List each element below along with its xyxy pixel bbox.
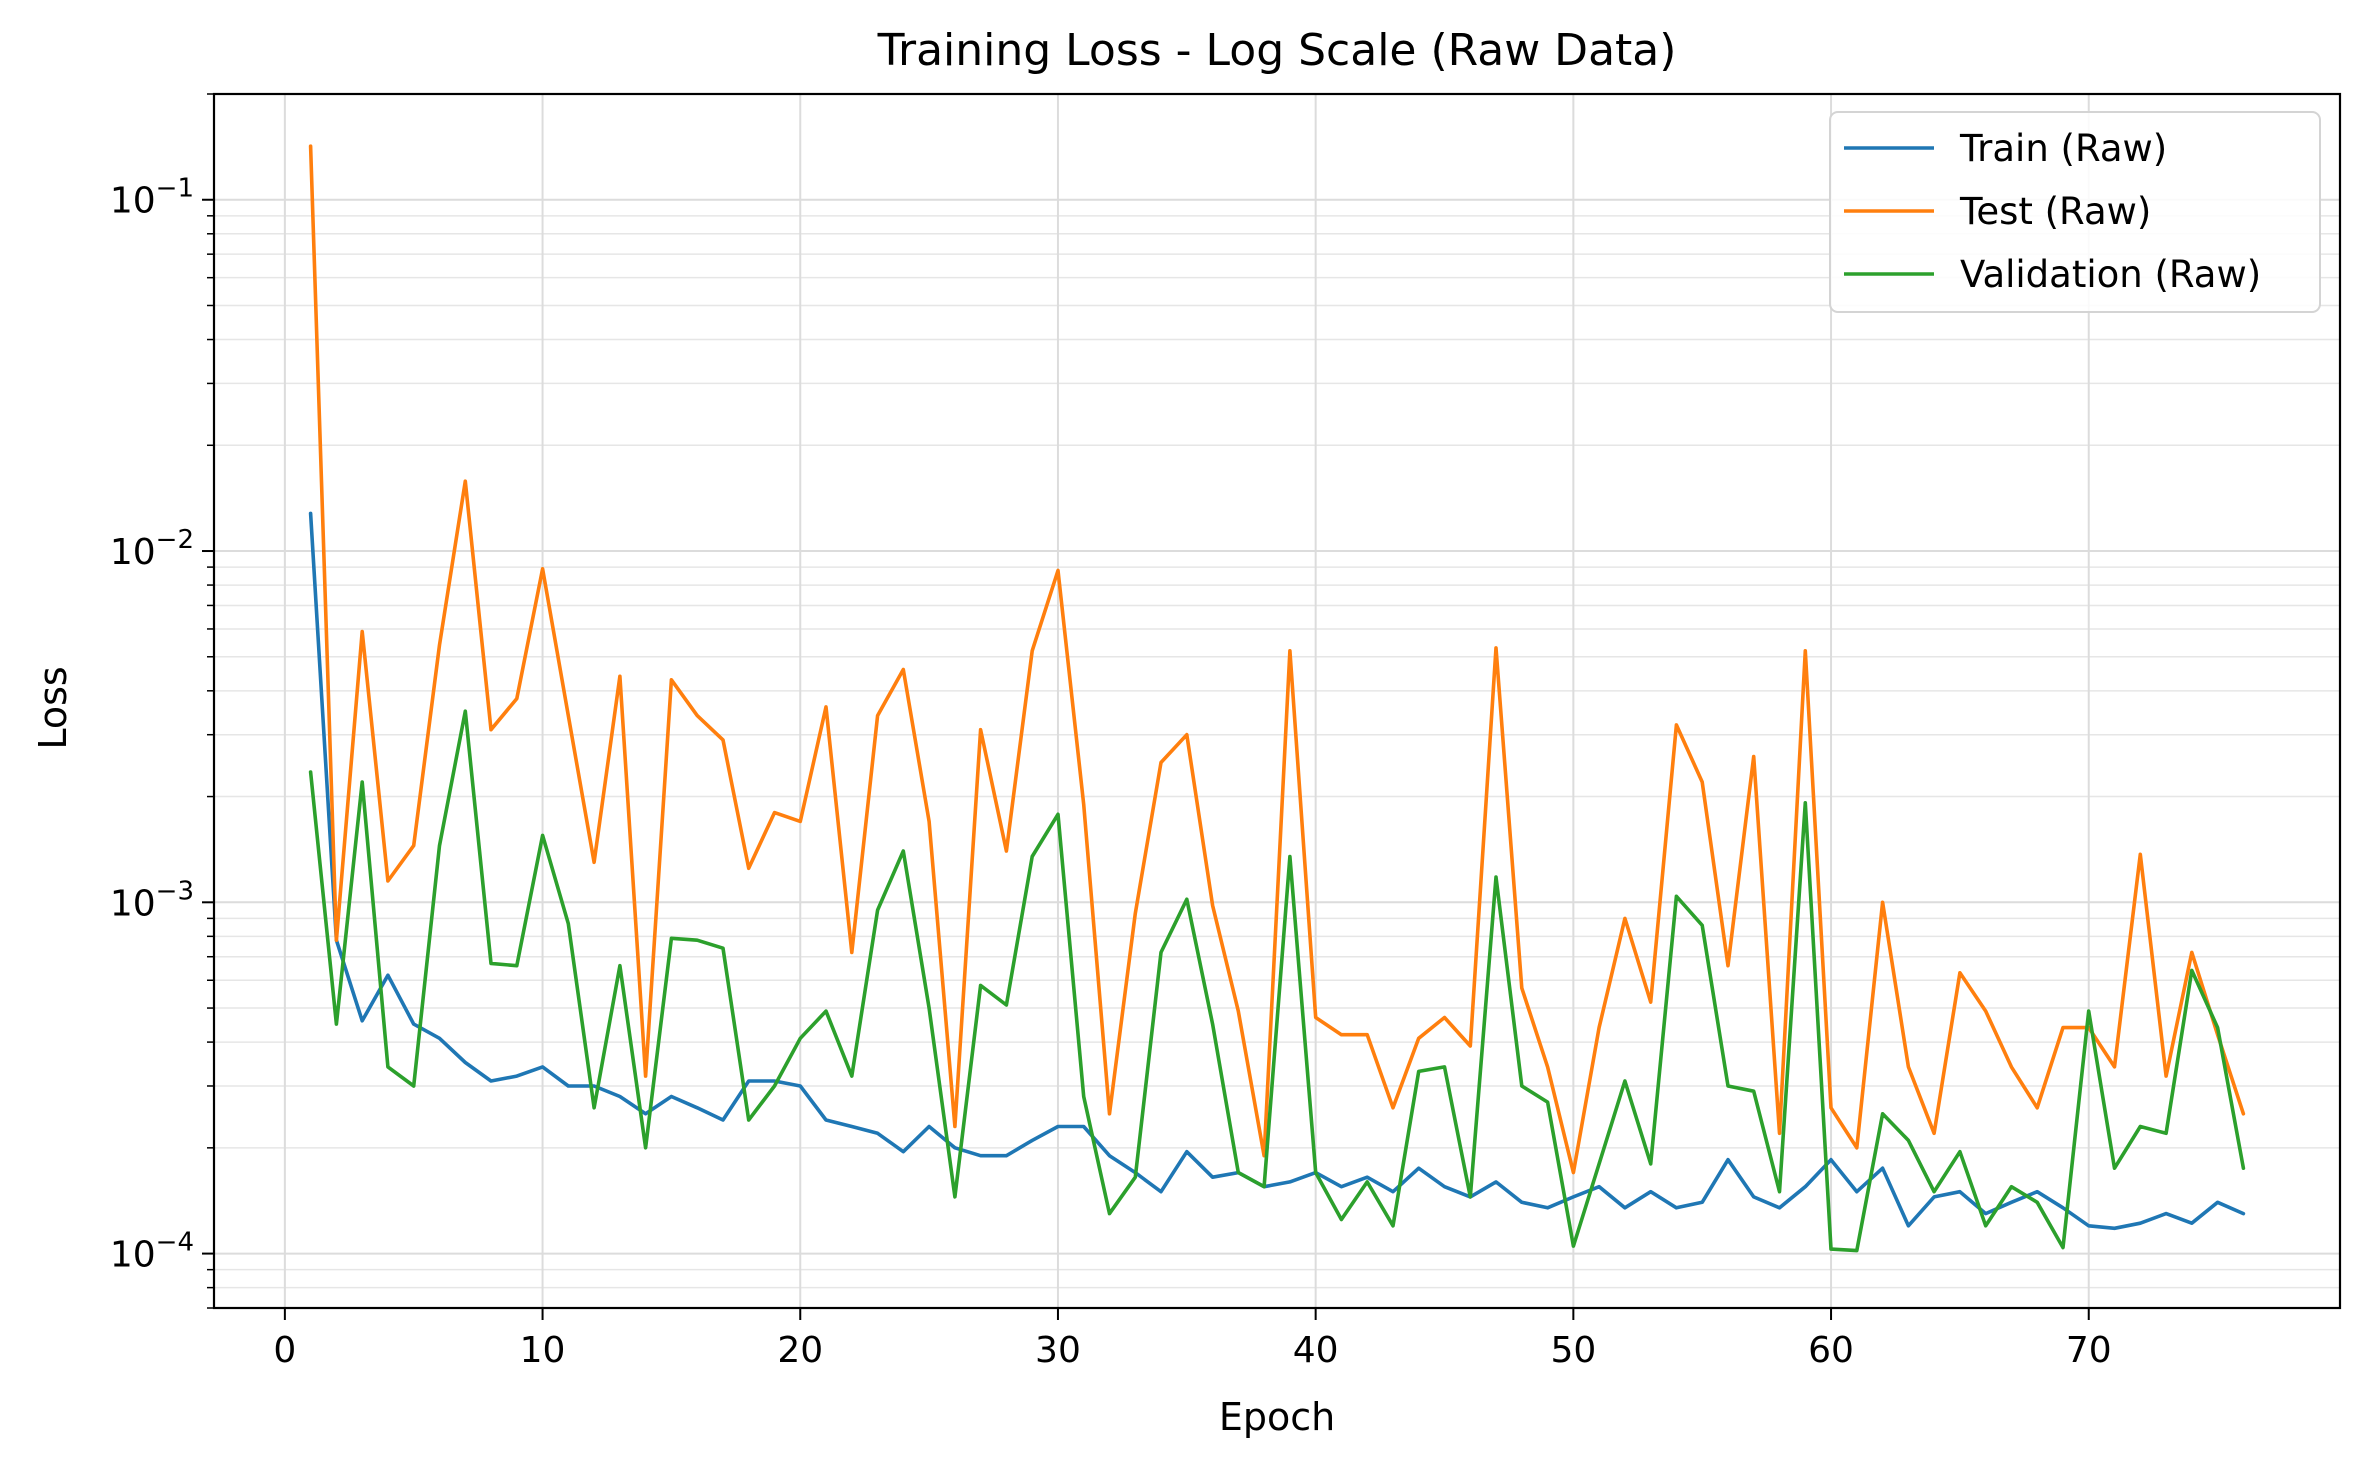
plot-frame <box>212 92 2342 1310</box>
y-tick-label: 10−3 <box>110 876 194 924</box>
series-line-test-raw <box>308 144 2246 1175</box>
series-line-train-raw <box>308 511 2246 1231</box>
y-tick-label: 10−1 <box>110 174 194 222</box>
legend: Train (Raw) Test (Raw) Validation (Raw) <box>1829 111 2321 313</box>
x-tick-label: 20 <box>777 1330 823 1371</box>
y-axis-label: Loss <box>31 666 75 749</box>
x-tick-label: 0 <box>273 1330 296 1371</box>
legend-label: Validation (Raw) <box>1960 253 2261 296</box>
y-tick-label: 10−4 <box>110 1228 194 1276</box>
legend-label: Test (Raw) <box>1959 190 2151 233</box>
x-axis-label: Epoch <box>1219 1395 1335 1439</box>
legend-box <box>1829 111 2321 313</box>
x-tick-label: 70 <box>2066 1330 2112 1371</box>
y-tick-label: 10−2 <box>110 525 194 573</box>
axes: 10−4 10−3 10−2 10−1 0 10 20 30 40 50 60 70 <box>110 92 2342 1371</box>
legend-label: Train (Raw) <box>1959 127 2167 170</box>
x-tick-label: 40 <box>1293 1330 1339 1371</box>
x-tick-label: 50 <box>1550 1330 1596 1371</box>
chart-title: Training Loss - Log Scale (Raw Data) <box>877 25 1677 76</box>
x-tick-label: 10 <box>520 1330 566 1371</box>
x-tick-label: 60 <box>1808 1330 1854 1371</box>
x-tick-label: 30 <box>1035 1330 1081 1371</box>
series-line-validation-raw <box>308 709 2246 1253</box>
series-lines <box>308 144 2246 1253</box>
